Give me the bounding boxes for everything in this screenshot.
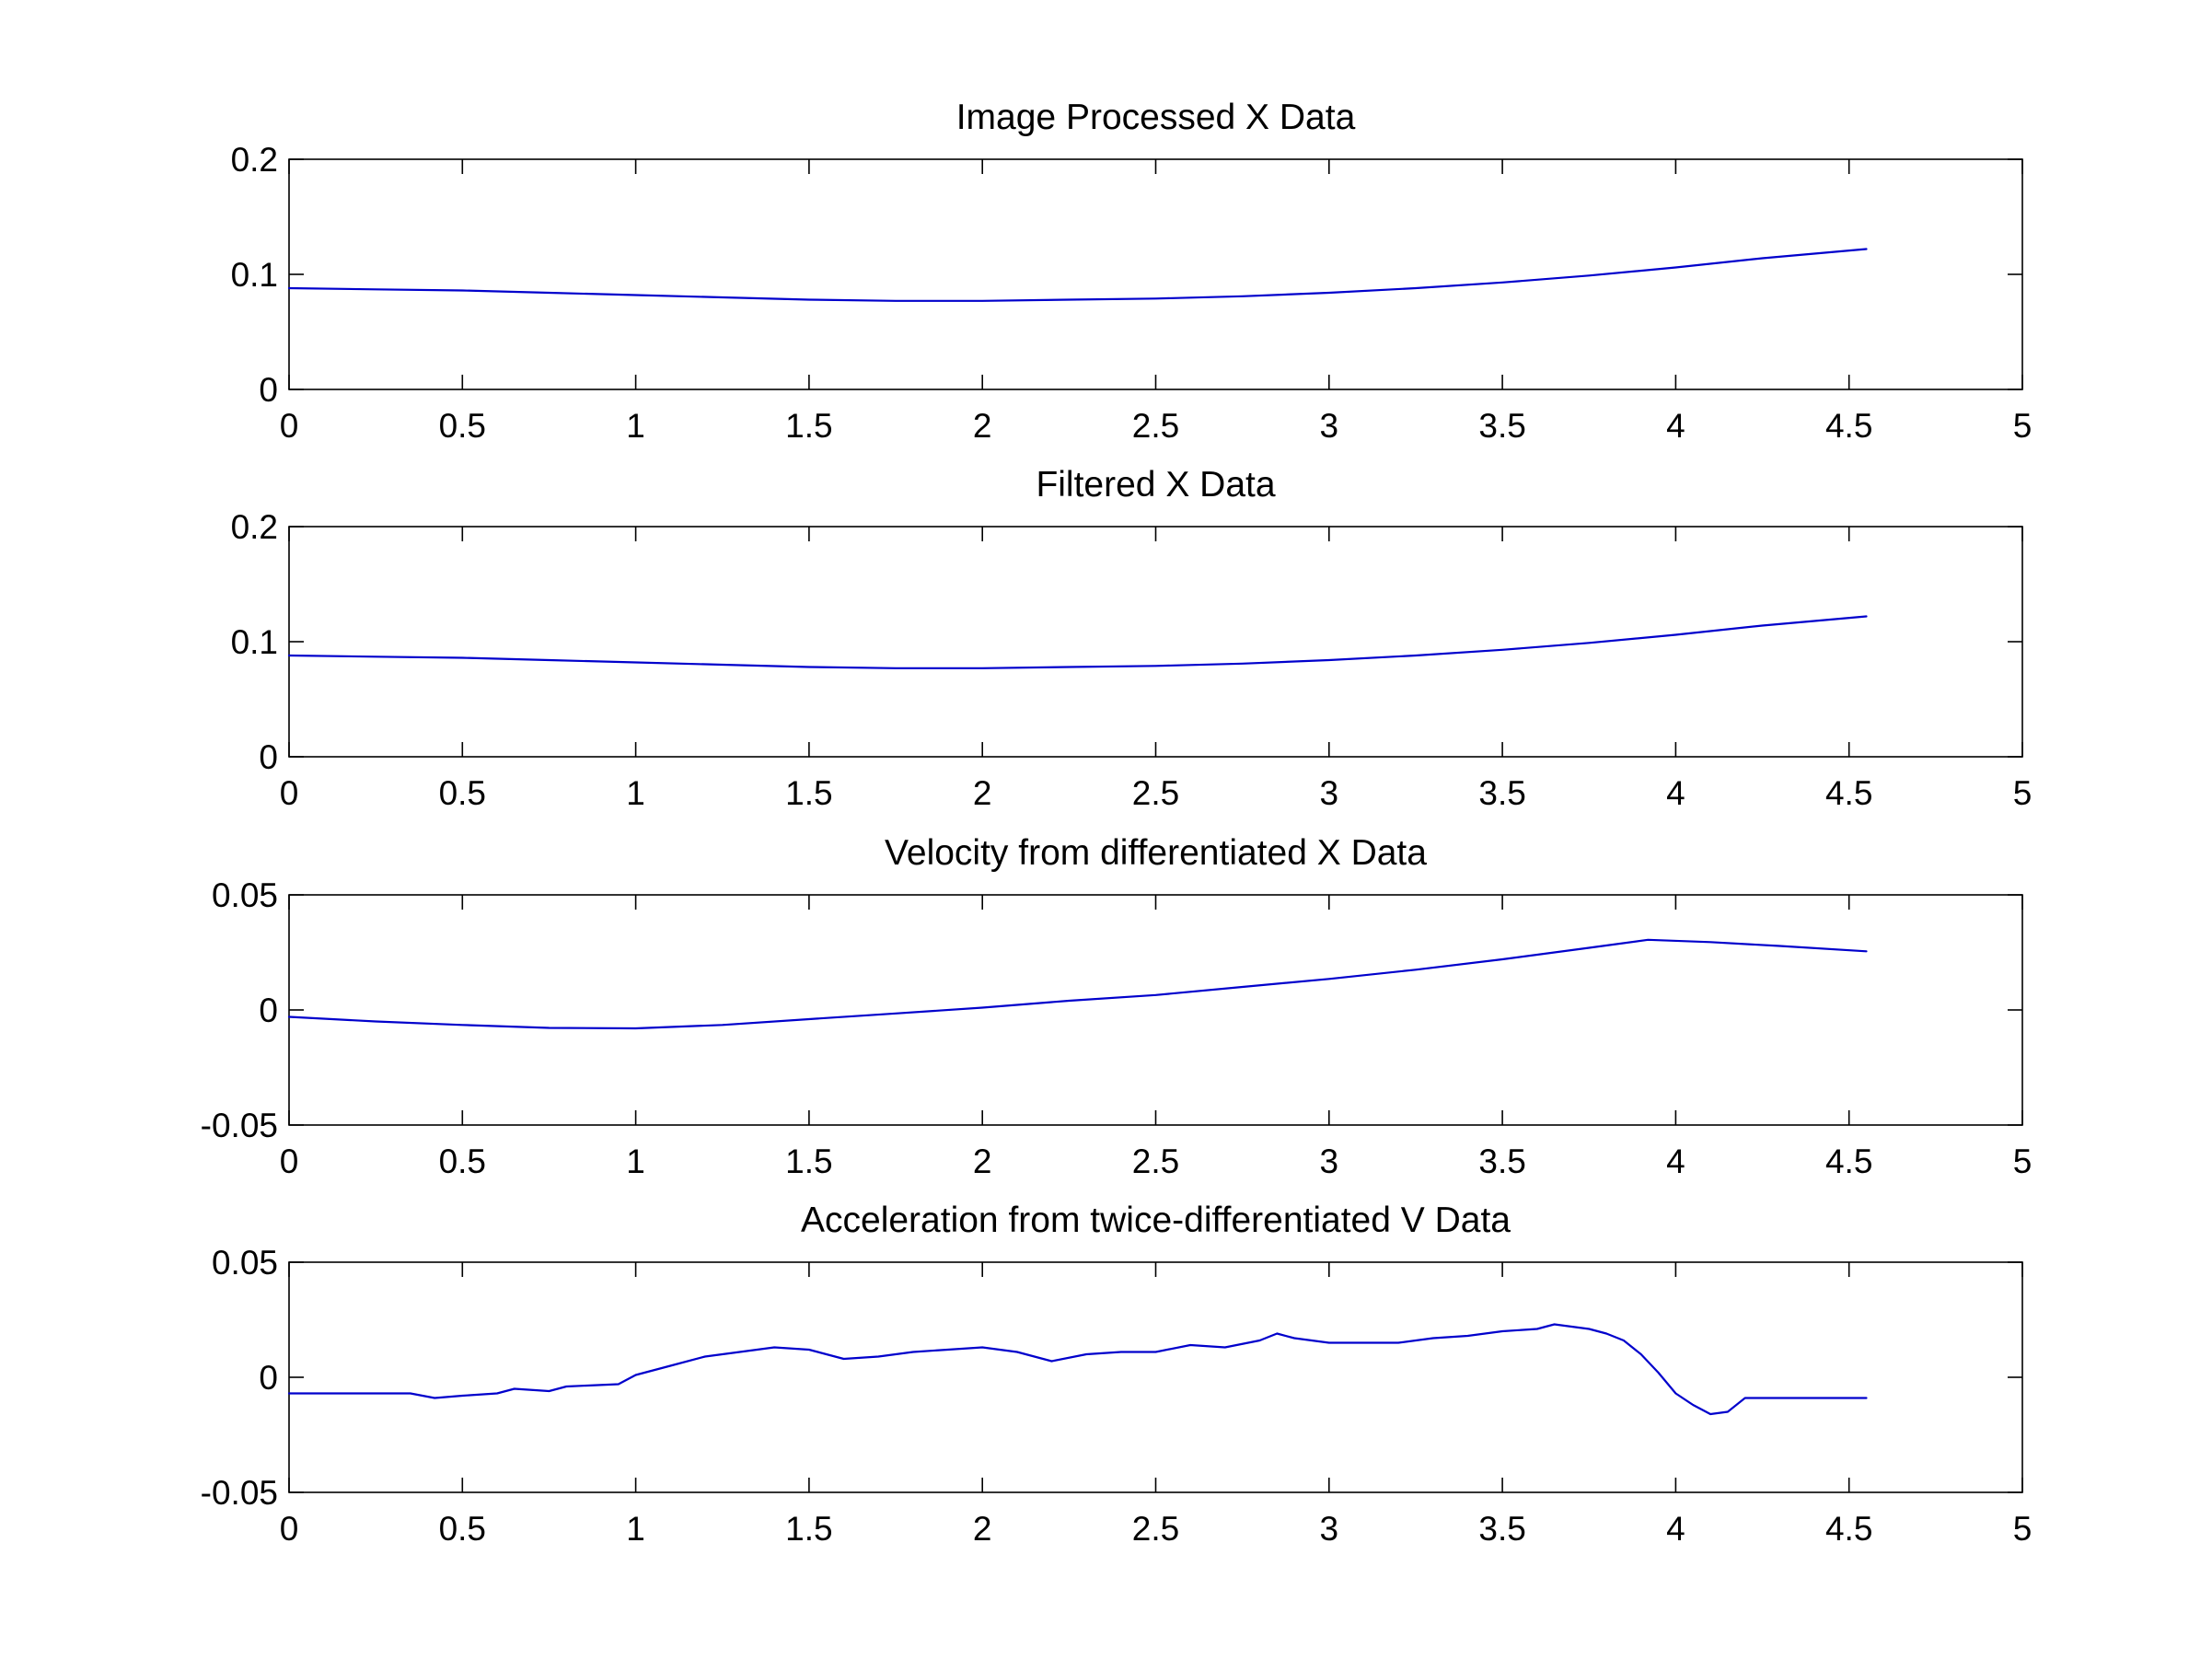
y-tick-label: 0 xyxy=(259,738,278,776)
y-tick-label: 0.05 xyxy=(212,876,278,914)
series-line xyxy=(287,938,1868,1030)
panel-1: Image Processed X Data 0 0.5 1 1.5 2 2.5 3 3.5 4 4… xyxy=(231,98,2032,445)
x-tick-label: 4 xyxy=(1666,1510,1685,1548)
x-tick-label: 3 xyxy=(1320,1143,1339,1180)
y-tick-label: 0.1 xyxy=(231,623,278,661)
x-tick-label: 3.5 xyxy=(1478,774,1525,812)
x-tick-label: 3 xyxy=(1320,407,1339,445)
y-tick-label: 0.1 xyxy=(231,256,278,294)
x-tick-label: 3.5 xyxy=(1478,407,1525,445)
x-tick-label: 1.5 xyxy=(785,774,832,812)
x-tick-label: 0.5 xyxy=(439,407,486,445)
panel-4: Acceleration from twice-differentiated V… xyxy=(201,1201,2032,1548)
x-tick-label: 3.5 xyxy=(1478,1510,1525,1548)
series-line xyxy=(287,1323,1868,1416)
y-tick-label: 0.05 xyxy=(212,1244,278,1282)
x-tick-label: 4 xyxy=(1666,1143,1685,1180)
panel-title: Filtered X Data xyxy=(1036,465,1275,505)
x-tick-label: 4.5 xyxy=(1825,1143,1872,1180)
x-tick-label: 1 xyxy=(626,1143,645,1180)
x-tick-label: 5 xyxy=(2013,407,2032,445)
panel-title: Acceleration from twice-differentiated V… xyxy=(801,1201,1511,1240)
x-tick-label: 2 xyxy=(973,1143,992,1180)
panel-2: Filtered X Data 0 0.5 1 1.5 2 2.5 3 3.5 4 4.5 5 0 0.1… xyxy=(231,465,2032,812)
x-tick-label: 3 xyxy=(1320,774,1339,812)
x-tick-label: 0 xyxy=(280,774,299,812)
x-tick-label: 1 xyxy=(626,1510,645,1548)
x-tick-label: 0 xyxy=(280,1143,299,1180)
x-tick-label: 0.5 xyxy=(439,774,486,812)
x-tick-label: 2.5 xyxy=(1132,774,1179,812)
x-tick-label: 2.5 xyxy=(1132,1510,1179,1548)
y-tick-label: 0.2 xyxy=(231,141,278,179)
x-tick-label: 1.5 xyxy=(785,1510,832,1548)
x-tick-label: 2.5 xyxy=(1132,407,1179,445)
panel-title: Image Processed X Data xyxy=(956,98,1356,137)
x-tick-label: 5 xyxy=(2013,1143,2032,1180)
series-line xyxy=(287,615,1868,669)
axes-frame xyxy=(288,526,2023,758)
x-tick-label: 2.5 xyxy=(1132,1143,1179,1180)
x-tick-label: 2 xyxy=(973,1510,992,1548)
panel-3: Velocity from differentiated X Data 0 0.5 1… xyxy=(201,833,2032,1180)
x-tick-label: 3 xyxy=(1320,1510,1339,1548)
y-tick-label: 0.2 xyxy=(231,508,278,546)
x-tick-label: 5 xyxy=(2013,1510,2032,1548)
x-tick-label: 4 xyxy=(1666,774,1685,812)
x-tick-label: 0 xyxy=(280,407,299,445)
x-tick-label: 4 xyxy=(1666,407,1685,445)
x-tick-label: 1.5 xyxy=(785,1143,832,1180)
x-tick-label: 0.5 xyxy=(439,1143,486,1180)
x-tick-label: 2 xyxy=(973,774,992,812)
x-tick-label: 1 xyxy=(626,407,645,445)
series-line xyxy=(287,248,1868,302)
y-tick-label: 0 xyxy=(259,1359,278,1397)
x-tick-label: 4.5 xyxy=(1825,1510,1872,1548)
x-tick-label: 5 xyxy=(2013,774,2032,812)
x-tick-label: 4.5 xyxy=(1825,407,1872,445)
axes-frame xyxy=(288,158,2023,390)
x-tick-label: 4.5 xyxy=(1825,774,1872,812)
x-tick-label: 3.5 xyxy=(1478,1143,1525,1180)
x-tick-label: 1 xyxy=(626,774,645,812)
axes-frame xyxy=(288,894,2023,1126)
y-tick-label: -0.05 xyxy=(201,1107,278,1144)
axes-frame xyxy=(288,1261,2023,1493)
y-tick-label: -0.05 xyxy=(201,1474,278,1512)
x-tick-label: 1.5 xyxy=(785,407,832,445)
panel-title: Velocity from differentiated X Data xyxy=(885,833,1427,873)
y-tick-label: 0 xyxy=(259,992,278,1029)
y-tick-label: 0 xyxy=(259,371,278,409)
x-tick-label: 2 xyxy=(973,407,992,445)
x-tick-label: 0.5 xyxy=(439,1510,486,1548)
x-tick-label: 0 xyxy=(280,1510,299,1548)
